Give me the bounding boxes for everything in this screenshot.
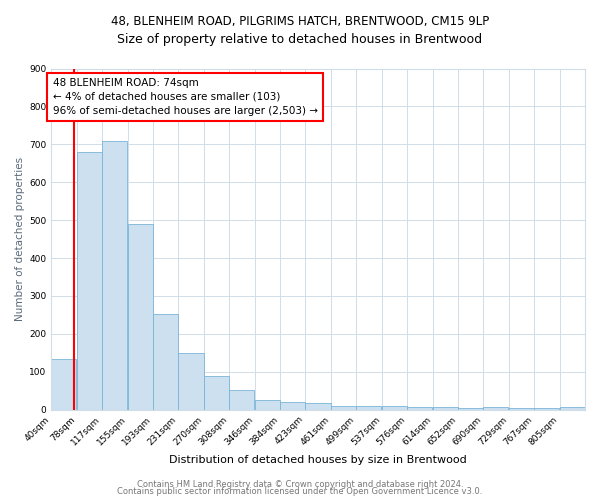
Text: 48 BLENHEIM ROAD: 74sqm
← 4% of detached houses are smaller (103)
96% of semi-de: 48 BLENHEIM ROAD: 74sqm ← 4% of detached… <box>53 78 317 116</box>
Bar <box>77 152 102 409</box>
Bar <box>128 224 152 410</box>
Bar <box>331 406 356 409</box>
Bar <box>382 406 407 409</box>
Bar <box>509 408 534 410</box>
Text: Size of property relative to detached houses in Brentwood: Size of property relative to detached ho… <box>118 32 482 46</box>
Bar <box>254 400 280 409</box>
Bar <box>178 353 203 410</box>
Bar <box>305 403 331 409</box>
Bar <box>484 408 508 410</box>
Text: Contains HM Land Registry data © Crown copyright and database right 2024.: Contains HM Land Registry data © Crown c… <box>137 480 463 489</box>
Bar <box>458 408 483 410</box>
Bar <box>229 390 254 409</box>
Bar <box>204 376 229 410</box>
Bar <box>560 408 585 410</box>
Bar <box>534 408 559 410</box>
X-axis label: Distribution of detached houses by size in Brentwood: Distribution of detached houses by size … <box>169 455 467 465</box>
Bar <box>280 402 305 409</box>
Bar <box>153 314 178 410</box>
Text: 48, BLENHEIM ROAD, PILGRIMS HATCH, BRENTWOOD, CM15 9LP: 48, BLENHEIM ROAD, PILGRIMS HATCH, BRENT… <box>111 15 489 28</box>
Bar <box>433 408 458 410</box>
Bar <box>51 358 76 410</box>
Bar <box>407 406 432 410</box>
Bar <box>102 140 127 409</box>
Y-axis label: Number of detached properties: Number of detached properties <box>15 157 25 321</box>
Text: Contains public sector information licensed under the Open Government Licence v3: Contains public sector information licen… <box>118 487 482 496</box>
Bar <box>356 406 382 409</box>
